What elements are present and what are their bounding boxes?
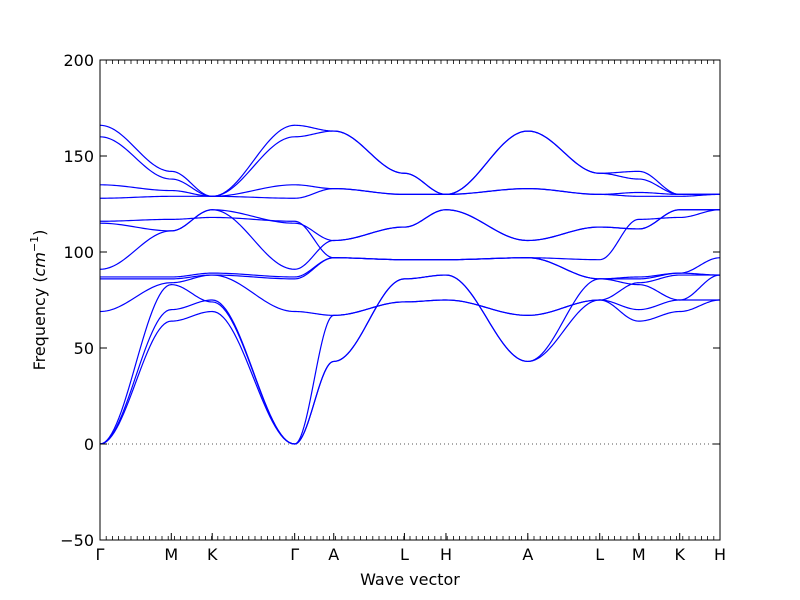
x-tick-label: K (207, 545, 218, 564)
y-tick-label: 100 (63, 243, 94, 262)
x-tick-label: L (595, 545, 604, 564)
y-axis-title-text: Frequency (30, 288, 49, 371)
phonon-band-3 (99, 274, 721, 445)
phonon-band-13 (99, 124, 720, 197)
x-tick-label: L (400, 545, 409, 564)
x-tick-label: H (714, 545, 726, 564)
labels-layer: −50 0 50 100 150 200 Γ M K Γ A L H A L M K H (60, 51, 726, 564)
x-tick-label: A (328, 545, 339, 564)
bands-layer (99, 124, 721, 445)
x-tick-label: A (522, 545, 533, 564)
x-tick-label: M (164, 545, 178, 564)
y-tick-label: 150 (63, 147, 94, 166)
y-tick-label: −50 (60, 531, 94, 550)
x-tick-label: K (674, 545, 685, 564)
x-axis-title: Wave vector (360, 570, 460, 589)
y-tick-label: 0 (84, 435, 94, 454)
phonon-band-8 (99, 209, 720, 242)
x-tick-label: Γ (96, 545, 105, 564)
y-axis-title-exponent: −1 (28, 236, 41, 252)
y-axis-title: Frequency (cm−1) (28, 230, 49, 371)
y-tick-label: 200 (63, 51, 94, 70)
x-tick-label: M (632, 545, 646, 564)
phonon-band-9 (99, 209, 721, 261)
axes-layer (99, 59, 721, 541)
y-axis-title-unit: cm (30, 252, 49, 276)
x-tick-label: Γ (290, 545, 299, 564)
x-tick-label: H (440, 545, 452, 564)
y-tick-label: 50 (74, 339, 94, 358)
phonon-band-11 (99, 184, 720, 197)
